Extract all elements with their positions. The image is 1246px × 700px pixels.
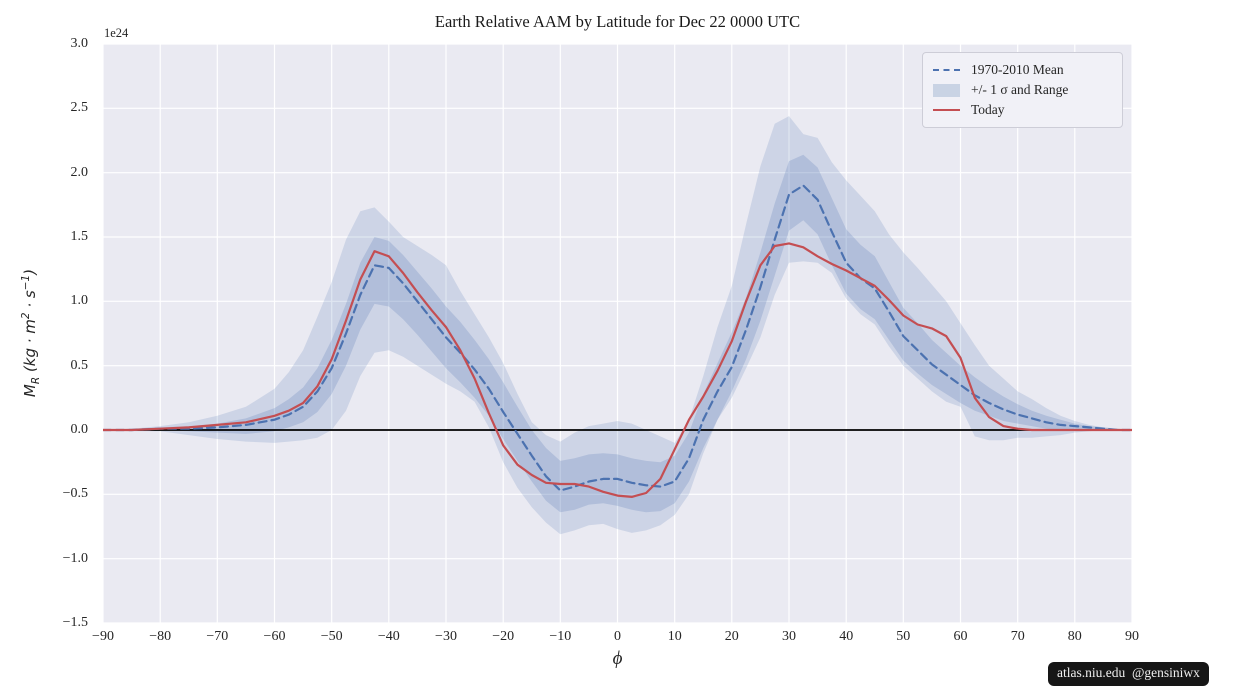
chart-canvas [103, 44, 1132, 623]
y-tick-label: 2.0 [70, 164, 89, 180]
x-tick-label: −30 [435, 629, 457, 644]
watermark-badge: atlas.niu.edu @gensiniwx [1048, 662, 1209, 686]
x-tick-label: 0 [614, 629, 621, 644]
x-tick-label: −60 [263, 629, 286, 644]
range-band [103, 116, 1132, 535]
x-tick-label: −40 [377, 629, 400, 644]
legend-label-today: Today [971, 102, 1005, 117]
y-tick-label: −1.0 [62, 550, 88, 566]
plot-area [103, 44, 1132, 623]
x-tick-label: −10 [549, 629, 572, 644]
x-axis-label: ϕ [612, 648, 623, 669]
x-tick-label: −80 [149, 629, 172, 644]
x-tick-label: 20 [724, 629, 739, 644]
x-tick-label: 10 [667, 629, 682, 644]
y-axis-offset-text: 1e24 [104, 26, 129, 40]
y-tick-label: 2.5 [70, 100, 89, 116]
x-tick-label: 30 [782, 629, 796, 644]
x-tick-label: 90 [1125, 629, 1139, 644]
y-tick-label: 3.0 [70, 36, 89, 51]
y-tick-label: 0.0 [70, 422, 89, 437]
today-line [103, 242, 1132, 498]
y-tick-labels: 3.0 2.5 2.0 1.5 1.0 0.5 0.0 −0.5 −1.0 −1.5 [0, 36, 94, 630]
x-tick-label: −90 [92, 629, 114, 644]
solid-line-swatch-icon [933, 109, 960, 111]
x-tick-label: −20 [492, 629, 515, 644]
legend-label-sigma-range: +/- 1 σ and Range [971, 82, 1069, 97]
legend-item-today: Today [933, 100, 1112, 120]
x-tick-label: 40 [839, 629, 854, 644]
sigma-band [103, 154, 1132, 513]
x-tick-label: −70 [206, 629, 229, 644]
legend-item-mean: 1970-2010 Mean [933, 60, 1112, 80]
dashed-line-swatch-icon [933, 69, 960, 71]
band-swatch-icon [933, 83, 960, 97]
x-tick-label: 50 [896, 629, 911, 644]
y-tick-label: −0.5 [62, 486, 88, 502]
y-tick-label: 0.5 [70, 357, 89, 373]
legend-label-mean: 1970-2010 Mean [971, 62, 1064, 77]
x-tick-label: 70 [1010, 629, 1025, 644]
x-tick-label: 80 [1067, 629, 1082, 644]
chart-title: Earth Relative AAM by Latitude for Dec 2… [434, 12, 801, 31]
x-tick-label: 60 [953, 629, 968, 644]
y-tick-label: 1.5 [70, 229, 89, 244]
y-tick-label: −1.5 [62, 615, 88, 630]
legend: 1970-2010 Mean +/- 1 σ and Range Today [922, 52, 1123, 128]
legend-item-sigma-range: +/- 1 σ and Range [933, 80, 1112, 100]
y-tick-label: 1.0 [70, 293, 89, 309]
x-tick-label: −50 [320, 629, 343, 644]
x-tick-labels: −90 −80 −70 −60 −50 −40 −30 −20 −10 0 10 20 30 40 50 60… [92, 629, 1139, 647]
